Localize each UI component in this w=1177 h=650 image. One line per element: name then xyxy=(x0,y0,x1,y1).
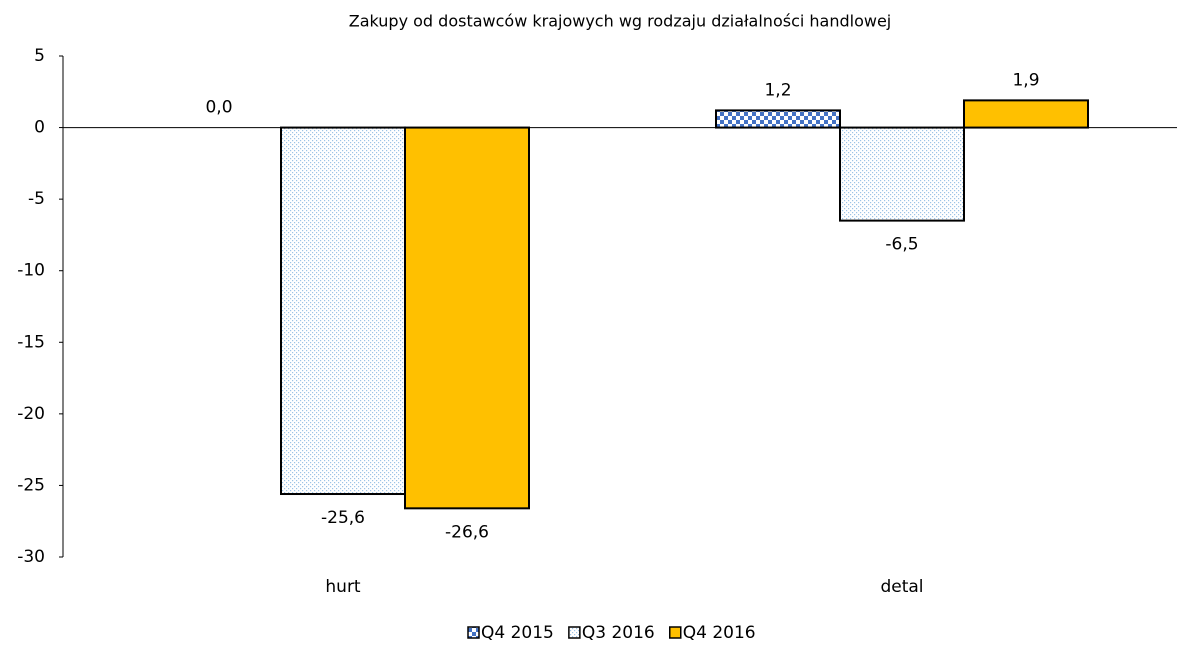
legend-label: Q3 2016 xyxy=(582,623,655,643)
bar xyxy=(280,126,406,496)
data-label: -25,6 xyxy=(321,508,365,528)
chart-title: Zakupy od dostawców krajowych wg rodzaju… xyxy=(349,12,892,31)
legend-marker xyxy=(568,626,581,639)
data-label: -6,5 xyxy=(885,235,918,255)
legend-marker xyxy=(669,626,682,639)
y-tick-label: -15 xyxy=(17,332,45,352)
x-tick-label: detal xyxy=(880,577,923,597)
y-tick-label: 0 xyxy=(34,118,45,138)
bar xyxy=(715,109,841,129)
data-label: 1,9 xyxy=(1012,70,1039,90)
bar xyxy=(963,99,1089,129)
y-tick-label: -10 xyxy=(17,261,45,281)
x-tick-label: hurt xyxy=(325,577,361,597)
y-tick-label: -5 xyxy=(28,189,45,209)
legend-marker xyxy=(467,626,480,639)
legend-label: Q4 2016 xyxy=(683,623,756,643)
y-tick-label: -30 xyxy=(17,547,45,567)
data-label: 1,2 xyxy=(764,80,791,100)
y-tick-label: -25 xyxy=(17,475,45,495)
bar xyxy=(404,126,530,510)
y-tick-label: 5 xyxy=(34,46,45,66)
bar xyxy=(839,126,965,222)
y-tick-label: -20 xyxy=(17,404,45,424)
data-label: 0,0 xyxy=(205,98,232,118)
legend-label: Q4 2015 xyxy=(481,623,554,643)
data-label: -26,6 xyxy=(445,522,489,542)
